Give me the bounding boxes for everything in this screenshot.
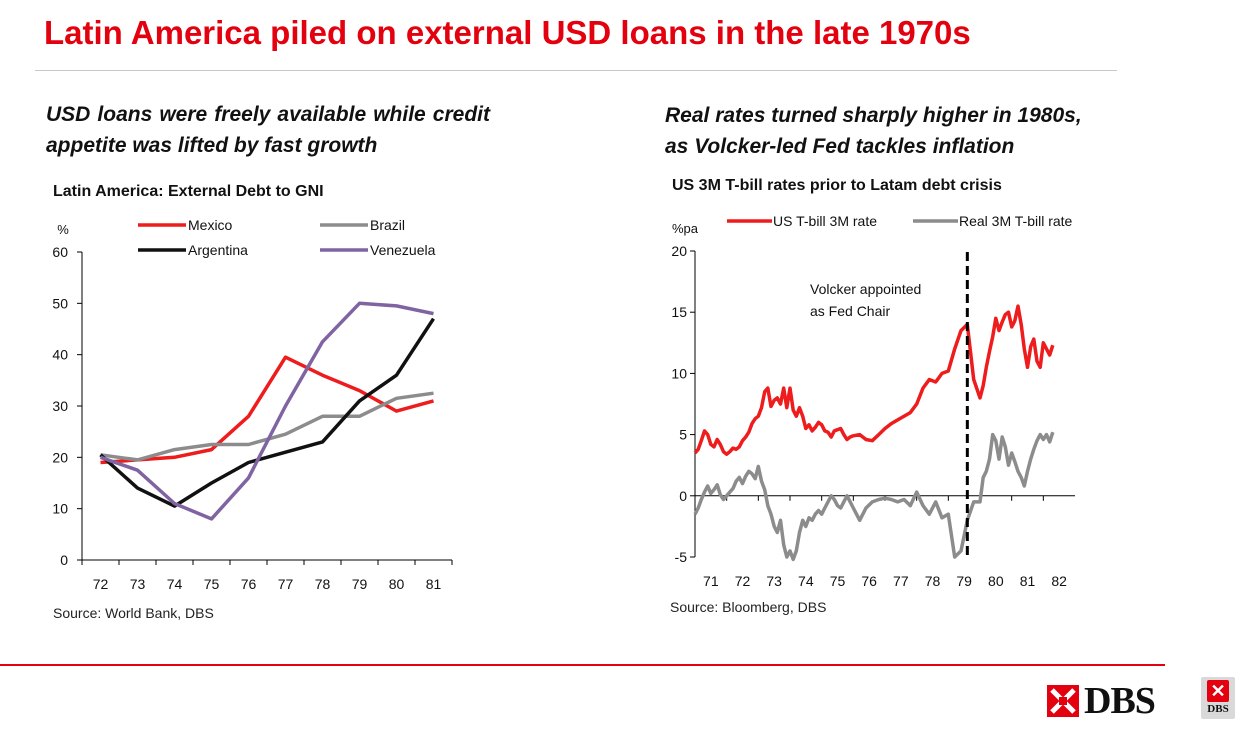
dbs-wordmark: DBS (1084, 680, 1156, 722)
y-tick-label: 0 (679, 488, 687, 504)
y-tick-label: 60 (52, 244, 68, 260)
series-line-argentina (99, 317, 435, 508)
footer-divider (0, 664, 1165, 666)
y-axis-unit-label: %pa (672, 221, 699, 236)
x-tick-label: 78 (925, 573, 941, 589)
legend-label-us-t-bill-3m-rate: US T-bill 3M rate (773, 213, 877, 229)
y-tick-label: 15 (671, 304, 687, 320)
x-tick-label: 71 (703, 573, 719, 589)
legend-label-mexico: Mexico (188, 217, 233, 233)
x-tick-label: 79 (956, 573, 972, 589)
debt-to-gni-chart: 0 10 20 30 40 50 60 72 73 74 75 76 77 78 79 80 81% Mexico… (52, 217, 453, 592)
badge-label: DBS (1207, 703, 1229, 715)
tbill-rates-chart: -5 0 5 10 15 20 71 72 73 74 75 76 77 78 79 80 81 82 %pa US … (671, 213, 1075, 589)
x-tick-label: 72 (735, 573, 751, 589)
right-chart-source: Source: Bloomberg, DBS (670, 599, 827, 615)
x-tick-label: 80 (389, 576, 405, 592)
x-tick-label: 73 (766, 573, 782, 589)
dbs-star-icon (1047, 685, 1079, 717)
y-tick-label: 20 (52, 449, 68, 465)
legend-label-real-3m-t-bill-rate: Real 3M T-bill rate (959, 213, 1073, 229)
dbs-logo: DBS (1046, 680, 1156, 722)
series-line-brazil (100, 391, 434, 462)
x-tick-label: 75 (830, 573, 846, 589)
x-tick-label: 76 (241, 576, 257, 592)
y-tick-label: 50 (52, 295, 68, 311)
x-tick-label: 81 (1020, 573, 1036, 589)
y-tick-label: 0 (60, 552, 68, 568)
y-tick-label: 10 (52, 501, 68, 517)
x-tick-label: 82 (1051, 573, 1067, 589)
x-tick-label: 74 (798, 573, 814, 589)
badge-x-icon: ✕ (1207, 680, 1229, 702)
legend-label-brazil: Brazil (370, 217, 405, 233)
y-tick-label: 10 (671, 365, 687, 381)
annotation-label-line-2: as Fed Chair (810, 303, 890, 319)
dbs-corner-badge: ✕ DBS (1201, 677, 1235, 719)
annotation-label-line-1: Volcker appointed (810, 281, 921, 297)
x-tick-label: 73 (130, 576, 146, 592)
x-tick-label: 80 (988, 573, 1004, 589)
y-tick-label: 5 (679, 427, 687, 443)
series-line-real-3m-t-bill-rate (693, 431, 1055, 562)
series-line-venezuela (99, 301, 434, 521)
x-tick-label: 79 (352, 576, 368, 592)
x-tick-label: 74 (167, 576, 183, 592)
legend-label-argentina: Argentina (188, 242, 248, 258)
y-tick-label: 40 (52, 347, 68, 363)
x-tick-label: 75 (204, 576, 220, 592)
left-subtitle: USD loans were freely available while cr… (46, 103, 490, 157)
x-tick-label: 78 (315, 576, 331, 592)
slide-title: Latin America piled on external USD loan… (44, 14, 971, 51)
y-tick-label: 20 (671, 243, 687, 259)
right-subtitle: Real rates turned sharply higher in 1980… (665, 100, 1115, 162)
right-chart-title: US 3M T-bill rates prior to Latam debt c… (672, 177, 1002, 194)
x-tick-label: 81 (426, 576, 442, 592)
x-tick-label: 77 (278, 576, 294, 592)
x-tick-label: 72 (93, 576, 109, 592)
x-tick-label: 77 (893, 573, 909, 589)
series-line-us-t-bill-3m-rate (693, 304, 1055, 456)
y-tick-label: 30 (52, 398, 68, 414)
right-subtitle-line-1: Real rates turned sharply higher in 1980… (665, 104, 1082, 127)
right-subtitle-line-2: as Volcker-led Fed tackles inflation (665, 135, 1015, 158)
left-chart-source: Source: World Bank, DBS (53, 605, 214, 621)
y-axis-unit-label: % (57, 222, 69, 237)
x-tick-label: 76 (861, 573, 877, 589)
left-chart-title: Latin America: External Debt to GNI (53, 183, 324, 200)
legend-label-venezuela: Venezuela (370, 242, 436, 258)
title-divider (35, 70, 1117, 71)
series-line-mexico (100, 355, 434, 465)
y-tick-label: -5 (675, 549, 688, 565)
